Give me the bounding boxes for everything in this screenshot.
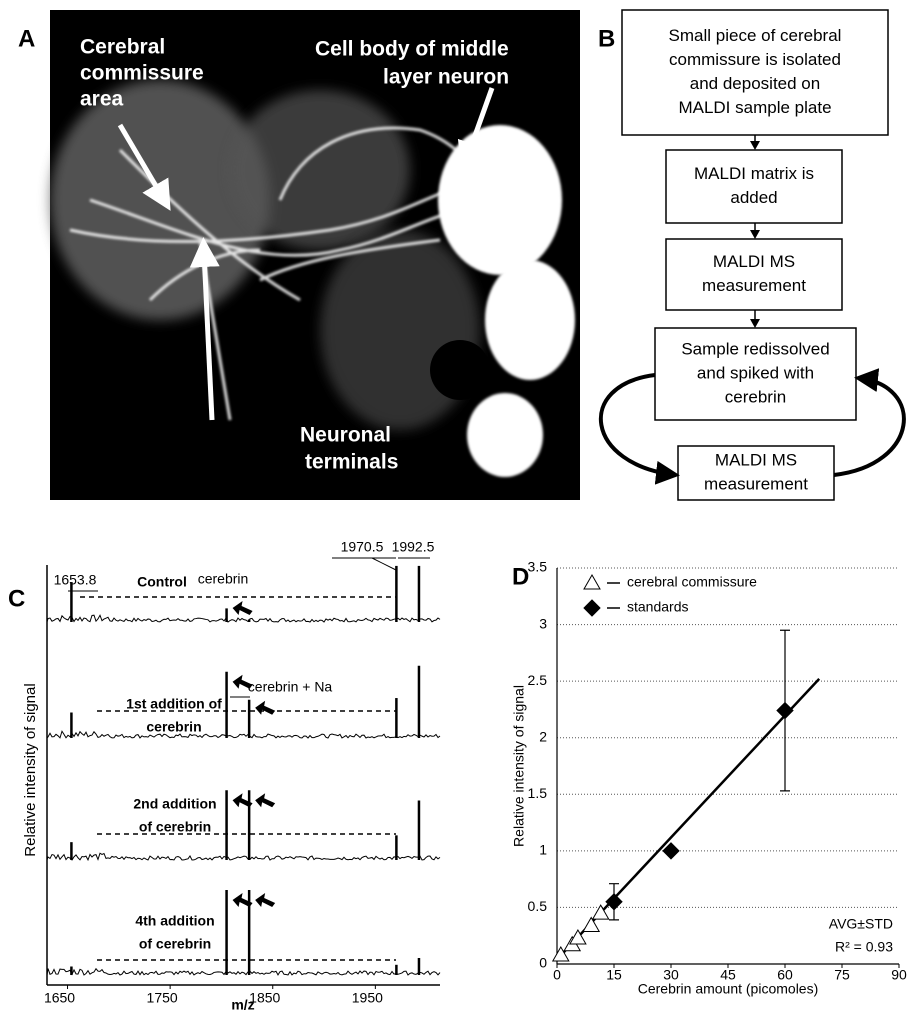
label: terminals [305,451,398,474]
arrowhead [750,141,760,150]
arrowhead [750,230,760,239]
arrow [255,793,275,807]
annotation: cerebrin [198,571,249,587]
y-tick-label: 3.5 [528,559,548,575]
flowchart: Small piece of cerebral commissure is iso… [622,10,888,500]
x-axis-label: Cerebrin amount (picomoles) [638,981,819,997]
peak-label: 1970.5 [341,539,384,555]
flow-text: MALDI sample plate [678,98,831,117]
diamond-marker [777,703,793,719]
arrow [255,893,275,907]
baseline-noise [47,615,440,622]
legend-label: cerebral commissure [627,574,757,590]
x-tick-label: 45 [720,967,736,983]
x-tick-label: 15 [606,967,622,983]
arrowhead [750,319,760,328]
peak-label: 1992.5 [392,539,435,555]
y-tick-label: 3 [539,615,547,631]
peak-label: 1653.8 [54,572,97,588]
flow-text: Small piece of cerebral [669,26,842,45]
panel-b: B Small piece of cerebral commissure is i… [598,10,904,500]
flow-text: commissure is isolated [669,50,841,69]
x-tick-label: 1950 [352,990,383,1006]
trace-label: 1st addition of [126,696,222,712]
baseline-noise [47,731,440,738]
annotation: R² = 0.93 [835,939,893,955]
label: area [80,88,124,111]
x-tick-label: 30 [663,967,679,983]
label: layer neuron [383,66,509,89]
arrow [255,701,275,715]
panel-letter: A [18,25,35,52]
baseline-noise [47,969,440,975]
flow-text: measurement [704,474,808,493]
panel-a: A Cerebral commissure area Cell body of mid… [18,10,580,500]
triangle-marker [584,575,600,589]
legend-label: standards [627,599,688,615]
x-tick-label: 1750 [147,990,178,1006]
trace-label: cerebrin [146,719,201,735]
y-tick-label: 2.5 [528,672,548,688]
flow-text: added [730,188,777,207]
trace-label: Control [137,574,187,590]
y-tick-label: 1.5 [528,785,548,801]
figure: A Cerebral commissure area Cell body of mid… [0,0,912,1011]
y-axis-label: Relative intensity of signal [22,683,39,856]
label: Neuronal [300,424,391,447]
annotation: cerebrin + Na [248,679,333,695]
y-axis-label: Relative intensity of signal [511,685,527,847]
trace-label: 4th addition [135,913,214,929]
x-tick-label: 75 [834,967,850,983]
triangle-marker [583,918,599,932]
flow-text: and deposited on [690,74,820,93]
trace-label: 2nd addition [133,796,216,812]
panel-letter: B [598,25,615,52]
annotation: AVG±STD [829,916,893,932]
flow-text: measurement [702,276,806,295]
y-tick-label: 0 [539,955,547,971]
flow-text: and spiked with [697,363,814,382]
arrow [233,601,253,615]
flow-text: MALDI MS [713,252,795,271]
label: Cell body of middle [315,38,509,61]
label: Cerebral [80,36,165,59]
x-tick-label: 60 [777,967,793,983]
x-tick-label: 1850 [249,990,280,1006]
panel-d: D Relative intensity of signal Cerebrin … [511,559,907,997]
x-tick-label: 0 [553,967,561,983]
flow-text: MALDI matrix is [694,164,814,183]
y-tick-label: 2 [539,728,547,744]
y-tick-label: 1 [539,842,547,858]
x-tick-label: 90 [891,967,907,983]
diamond-marker [584,600,600,616]
leader [372,558,396,570]
baseline-noise [47,853,440,860]
flow-text: cerebrin [725,387,786,406]
flow-box [666,239,842,310]
trace-label: of cerebrin [139,819,211,835]
flow-text: Sample redissolved [681,339,829,358]
label: commissure [80,62,204,85]
flow-text: MALDI MS [715,450,797,469]
y-tick-label: 0.5 [528,898,548,914]
x-tick-label: 1650 [44,990,75,1006]
panel-letter: C [8,585,25,612]
trace-label: of cerebrin [139,936,211,952]
flow-box [666,150,842,223]
